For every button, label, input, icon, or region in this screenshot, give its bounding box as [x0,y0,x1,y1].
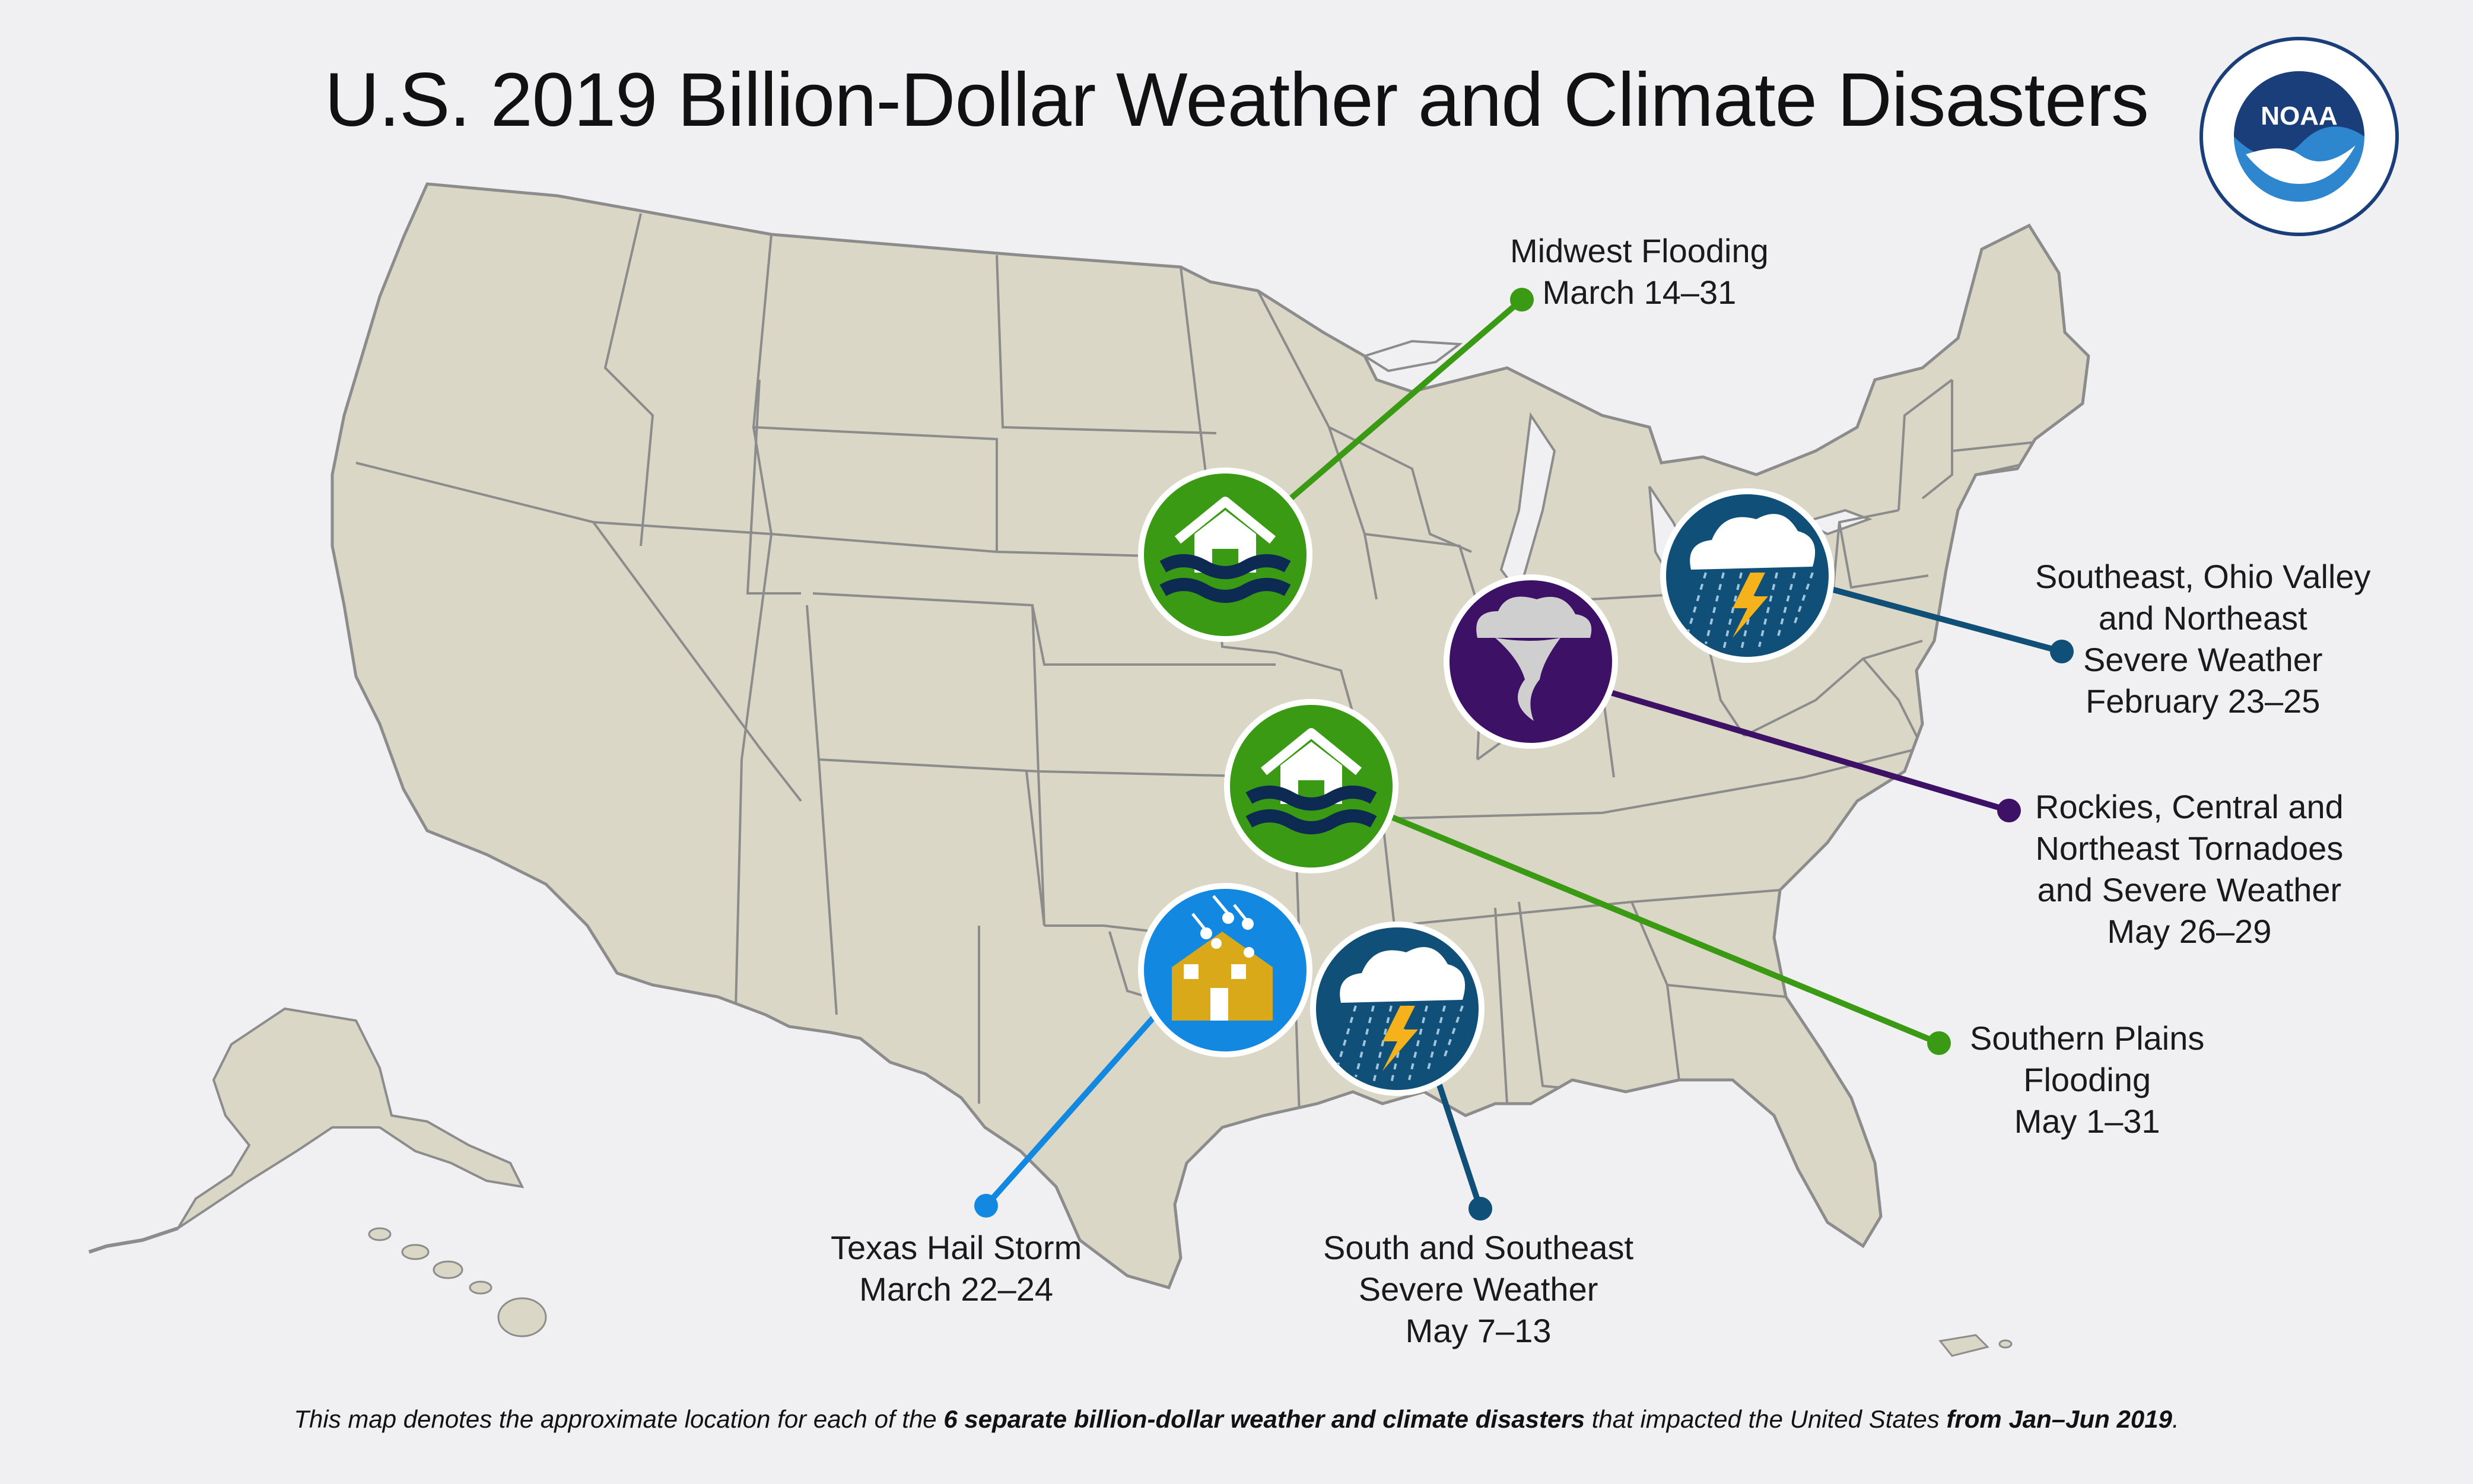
hail-house-icon [1138,883,1312,1057]
label-texas-hail-storm: Texas Hail Storm March 22–24 [831,1229,1082,1308]
label-south-southeast-severe: South and Southeast Severe Weather May 7–1… [1323,1229,1634,1349]
endpoint-dot-southeast-ohio-valley [2050,640,2074,663]
page-title: U.S. 2019 Billion-Dollar Weather and Cli… [325,58,2149,142]
endpoint-dot-rockies-central [1997,799,2021,822]
endpoint-dot-texas-hail [974,1194,998,1218]
leader-line-texas-hail [984,994,1174,1208]
leader-line-southern-plains [1352,798,1940,1046]
leader-line-southeast-ohio-valley [1791,576,2063,654]
footnote: This map denotes the approximate locatio… [294,1405,2179,1433]
storm-cloud-lightning-icon [1660,488,1835,663]
flood-house-icon [1138,468,1312,642]
endpoint-dot-south-southeast [1468,1197,1492,1221]
label-midwest-flooding: Midwest Flooding March 14–31 [1510,232,1769,311]
label-southeast-ohio-valley: Southeast, Ohio Valley and Northeast Sever… [2035,558,2371,720]
leader-line-rockies-central [1565,676,2010,814]
endpoint-dot-midwest-flooding [1510,288,1534,312]
label-rockies-central-tornadoes: Rockies, Central and Northeast Tornadoes a… [2035,788,2344,950]
noaa-logo-text: NOAA [2261,101,2338,131]
tornado-icon [1444,574,1618,749]
noaa-logo: NOAA [2199,37,2399,236]
label-southern-plains-flooding: Southern Plains Flooding May 1–31 [1970,1019,2205,1140]
endpoint-dot-southern-plains [1927,1031,1951,1055]
storm-cloud-lightning-icon [1310,921,1485,1096]
flood-house-icon [1224,699,1398,873]
